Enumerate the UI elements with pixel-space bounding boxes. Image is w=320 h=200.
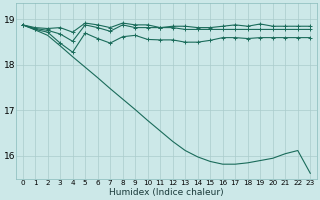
X-axis label: Humidex (Indice chaleur): Humidex (Indice chaleur) [109,188,224,197]
